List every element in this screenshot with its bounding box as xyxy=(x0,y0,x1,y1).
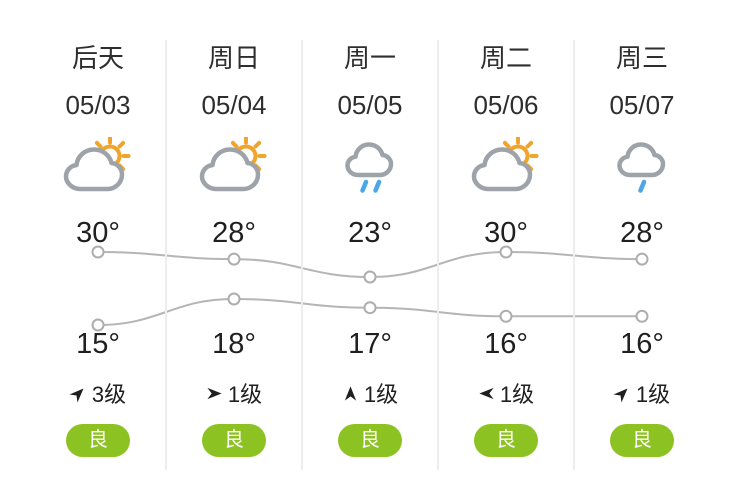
date-label: 05/07 xyxy=(609,90,675,120)
forecast-columns: 后天 05/03 30° 15° 3级 良 周日 05/04 xyxy=(30,0,710,500)
weather-icon-light-rain xyxy=(574,134,710,198)
wind-level-label: 3级 xyxy=(91,382,127,407)
wind-level-label: 1级 xyxy=(363,382,399,407)
day-label: 周日 xyxy=(207,43,260,73)
high-temp-label: 28° xyxy=(620,217,664,249)
column-divider xyxy=(165,40,167,470)
weather-icon-rain xyxy=(302,134,438,198)
day-label: 周三 xyxy=(615,43,668,73)
day-label: 周一 xyxy=(343,43,396,73)
day-label: 周二 xyxy=(479,43,532,73)
date-label: 05/05 xyxy=(337,90,403,120)
wind-level-label: 1级 xyxy=(227,382,263,407)
aqi-badge[interactable]: 良 xyxy=(610,424,674,457)
high-temp-label: 30° xyxy=(484,217,528,249)
aqi-badge[interactable]: 良 xyxy=(338,424,402,457)
wind-direction-icon xyxy=(69,385,87,403)
wind-level-label: 1级 xyxy=(499,382,535,407)
wind-direction-icon xyxy=(478,385,495,402)
weather-icon-sun-cloud xyxy=(30,134,166,198)
forecast-column-1[interactable]: 后天 05/03 30° 15° 3级 良 xyxy=(30,0,166,500)
wind-info: 1级 xyxy=(574,379,710,407)
low-temp-label: 18° xyxy=(212,328,256,360)
low-temp-label: 16° xyxy=(484,328,528,360)
column-divider xyxy=(301,40,303,470)
day-label: 后天 xyxy=(71,43,124,73)
forecast-column-3[interactable]: 周一 05/05 23° 17° 1级 良 xyxy=(302,0,438,500)
date-label: 05/04 xyxy=(201,90,267,120)
low-temp-label: 17° xyxy=(348,328,392,360)
high-temp-label: 30° xyxy=(76,217,120,249)
low-temp-label: 16° xyxy=(620,328,664,360)
date-label: 05/06 xyxy=(473,90,539,120)
wind-level-label: 1级 xyxy=(635,382,671,407)
wind-info: 1级 xyxy=(302,379,438,407)
wind-info: 1级 xyxy=(438,379,574,407)
forecast-column-5[interactable]: 周三 05/07 28° 16° 1级 良 xyxy=(574,0,710,500)
aqi-badge[interactable]: 良 xyxy=(474,424,538,457)
column-divider xyxy=(437,40,439,470)
aqi-badge[interactable]: 良 xyxy=(66,424,130,457)
forecast-column-2[interactable]: 周日 05/04 28° 18° 1级 良 xyxy=(166,0,302,500)
weather-icon-sun-cloud xyxy=(438,134,574,198)
wind-direction-icon xyxy=(206,385,223,402)
high-temp-label: 28° xyxy=(212,217,256,249)
wind-info: 1级 xyxy=(166,379,302,407)
date-label: 05/03 xyxy=(65,90,131,120)
weather-icon-sun-cloud xyxy=(166,134,302,198)
low-temp-label: 15° xyxy=(76,328,120,360)
aqi-badge[interactable]: 良 xyxy=(202,424,266,457)
wind-info: 3级 xyxy=(30,379,166,407)
forecast-column-4[interactable]: 周二 05/06 30° 16° 1级 良 xyxy=(438,0,574,500)
high-temp-label: 23° xyxy=(348,217,392,249)
wind-direction-icon xyxy=(613,385,631,403)
column-divider xyxy=(573,40,575,470)
wind-direction-icon xyxy=(342,385,359,402)
